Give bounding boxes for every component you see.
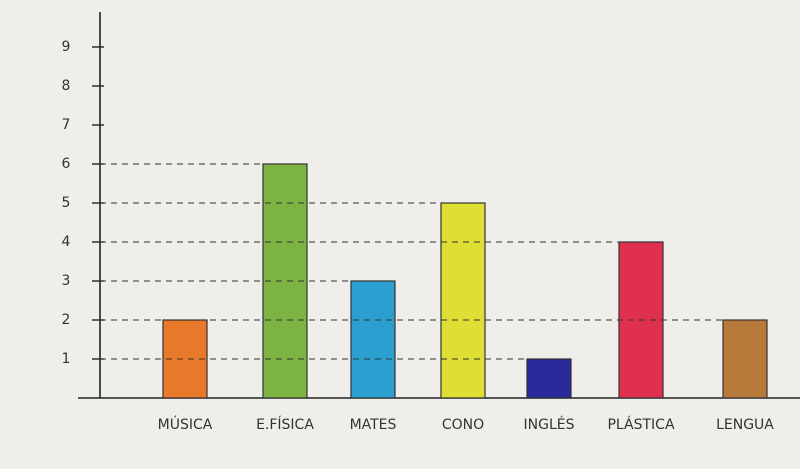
x-tick-label: MATES <box>350 417 397 433</box>
y-tick-label: 8 <box>62 78 71 94</box>
bar <box>526 358 572 399</box>
bar <box>440 202 486 399</box>
x-tick-label: INGLÉS <box>524 416 575 433</box>
y-tick-label: 6 <box>62 156 71 172</box>
bar <box>722 319 768 399</box>
y-tick-label: 9 <box>62 39 71 55</box>
y-tick-label: 1 <box>62 351 71 367</box>
y-tick-label: 7 <box>62 117 71 133</box>
x-tick-label: LENGUA <box>716 417 774 433</box>
y-tick-label: 4 <box>62 234 71 250</box>
y-tick-label: 5 <box>62 195 71 211</box>
x-tick-label: E.FÍSICA <box>256 416 314 433</box>
x-tick-label: CONO <box>442 417 484 433</box>
y-tick-label: 2 <box>62 312 71 328</box>
x-tick-label: MÚSICA <box>158 415 213 433</box>
y-tick-label: 3 <box>62 273 71 289</box>
x-tick-label: PLÁSTICA <box>607 416 674 433</box>
bar <box>350 280 396 399</box>
